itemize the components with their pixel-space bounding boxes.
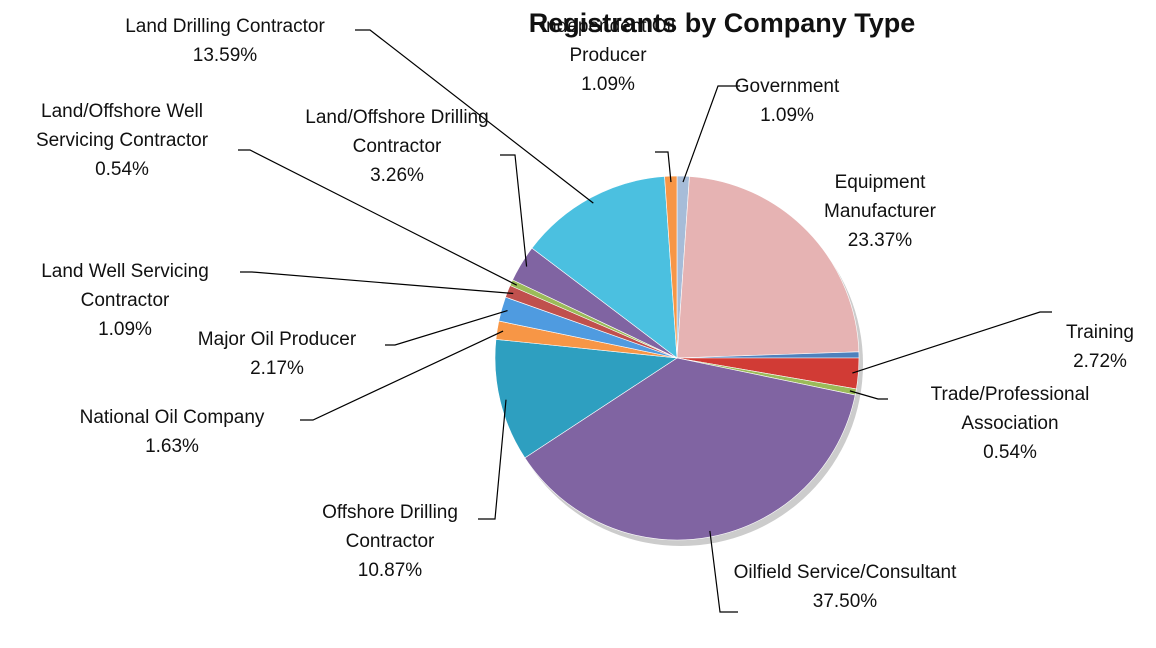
leader-line <box>300 330 504 421</box>
leader-line <box>385 309 508 346</box>
label-value: 1.09% <box>760 105 814 126</box>
label-name: Land Drilling Contractor <box>125 16 325 37</box>
label-name: Oilfield Service/Consultant <box>733 562 957 583</box>
pie-slice <box>676 176 860 359</box>
data-label: Equipment Manufacturer 23.37% <box>800 168 960 255</box>
leader-line <box>478 399 507 520</box>
label-name: Land/Offshore Well Servicing Contractor <box>35 101 209 151</box>
label-value: 37.50% <box>812 591 878 612</box>
leader-line <box>655 151 672 183</box>
label-name: Trade/Professional Association <box>930 384 1090 434</box>
data-label: Oilfield Service/Consultant 37.50% <box>730 558 960 616</box>
data-label: Offshore Drilling Contractor 10.87% <box>305 498 475 585</box>
label-name: Land/Offshore Drilling Contractor <box>305 107 489 157</box>
leader-line <box>500 154 528 267</box>
label-value: 13.59% <box>192 45 258 66</box>
data-label: Land/Offshore Well Servicing Contractor 0… <box>0 97 245 184</box>
data-label: Land Drilling Contractor 13.59% <box>85 12 365 70</box>
label-name: Government <box>734 76 840 97</box>
label-value: 1.63% <box>145 436 199 457</box>
leader-line <box>240 271 514 295</box>
label-value: 2.17% <box>250 358 304 379</box>
label-value: 3.26% <box>370 165 424 186</box>
label-name: Major Oil Producer <box>197 329 357 350</box>
data-label: Major Oil Producer 2.17% <box>167 325 387 383</box>
label-value: 0.54% <box>983 442 1037 463</box>
label-name: Independent Oil Producer <box>540 16 676 66</box>
label-value: 23.37% <box>847 230 913 251</box>
data-label: Land/Offshore Drilling Contractor 3.26% <box>297 103 497 190</box>
data-label: Independent Oil Producer 1.09% <box>508 12 708 99</box>
label-name: Equipment Manufacturer <box>824 172 936 222</box>
data-label: Government 1.09% <box>712 72 862 130</box>
leader-line <box>238 149 518 286</box>
leader-line <box>355 29 594 204</box>
label-value: 0.54% <box>95 159 149 180</box>
leader-line <box>682 85 740 183</box>
label-name: National Oil Company <box>79 407 265 428</box>
label-value: 2.72% <box>1073 351 1127 372</box>
label-name: Training <box>1066 322 1134 343</box>
label-value: 1.09% <box>98 319 152 340</box>
data-label: National Oil Company 1.63% <box>37 403 307 461</box>
pie-slice <box>494 339 678 459</box>
label-value: 10.87% <box>357 560 423 581</box>
label-name: Land Well Servicing Contractor <box>41 261 209 311</box>
label-name: Offshore Drilling Contractor <box>322 502 458 552</box>
data-label: Land Well Servicing Contractor 1.09% <box>18 257 233 344</box>
leader-line <box>849 390 888 400</box>
chart-title: Registrants by Company Type <box>528 8 916 38</box>
data-label: Trade/Professional Association 0.54% <box>895 380 1125 467</box>
label-value: 1.09% <box>581 74 635 95</box>
leader-line <box>709 530 738 613</box>
leader-line <box>852 311 1052 374</box>
data-label: Training 2.72% <box>1045 318 1155 376</box>
pie-slice <box>531 176 678 359</box>
